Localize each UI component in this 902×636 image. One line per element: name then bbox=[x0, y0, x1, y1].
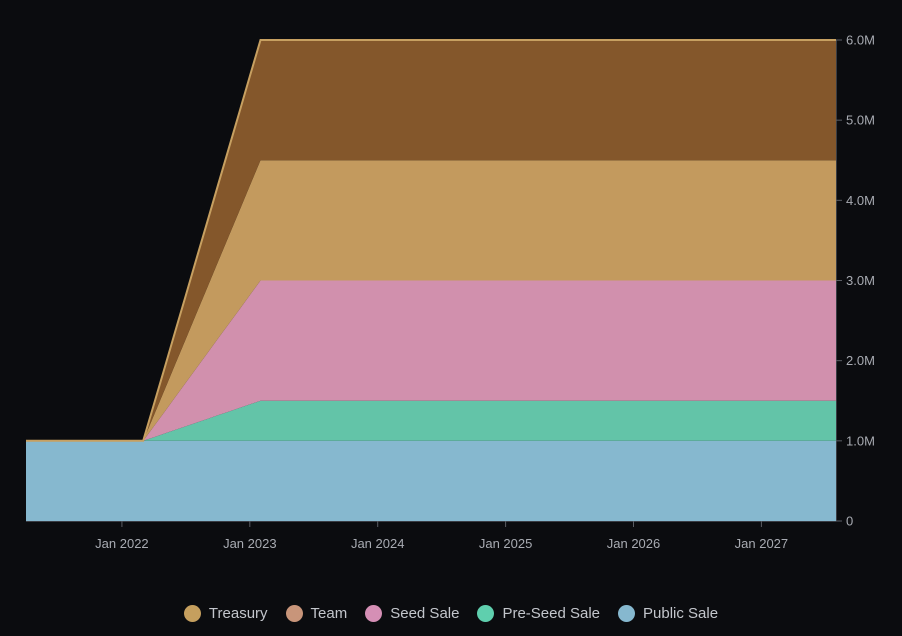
x-tick-label: Jan 2027 bbox=[735, 536, 789, 551]
legend-swatch-treasury bbox=[183, 604, 201, 622]
legend-item-pre-seed-sale[interactable]: Pre-Seed Sale bbox=[477, 604, 601, 622]
y-tick-label: 5.0M bbox=[846, 113, 875, 128]
x-axis: Jan 2022 Jan 2023 Jan 2024 Jan 2025 Jan 2026… bbox=[26, 521, 836, 551]
legend-swatch-public-sale bbox=[618, 604, 636, 622]
legend-label-public-sale: Public Sale bbox=[643, 604, 719, 622]
area-public-sale bbox=[26, 440, 836, 521]
legend-item-treasury[interactable]: Treasury bbox=[183, 604, 268, 622]
area-chart: Jan 2022 Jan 2023 Jan 2024 Jan 2025 Jan 2026… bbox=[26, 33, 875, 551]
legend-swatch-team bbox=[285, 604, 303, 622]
area-pre-seed-sale bbox=[26, 400, 836, 441]
x-tick-label: Jan 2022 bbox=[95, 536, 149, 551]
y-tick-label: 1.0M bbox=[846, 433, 875, 448]
stacked-areas bbox=[26, 39, 836, 521]
y-tick-label: 4.0M bbox=[846, 193, 875, 208]
area-team bbox=[26, 160, 836, 441]
y-tick-label: 2.0M bbox=[846, 353, 875, 368]
x-tick-label: Jan 2024 bbox=[351, 536, 405, 551]
legend-label-pre-seed-sale: Pre-Seed Sale bbox=[502, 604, 601, 622]
stack-top-outline bbox=[26, 39, 836, 442]
legend-swatch-pre-seed-sale bbox=[477, 604, 495, 622]
legend-swatch-seed-sale bbox=[365, 604, 383, 622]
legend-item-seed-sale[interactable]: Seed Sale bbox=[365, 604, 460, 622]
area-seed-sale bbox=[26, 280, 836, 441]
legend-label-team: Team bbox=[310, 604, 348, 622]
legend-item-public-sale[interactable]: Public Sale bbox=[618, 604, 719, 622]
x-tick-label: Jan 2023 bbox=[223, 536, 277, 551]
legend-label-treasury: Treasury bbox=[208, 604, 268, 622]
x-tick-label: Jan 2026 bbox=[607, 536, 661, 551]
y-axis: 0 1.0M 2.0M 3.0M 4.0M 5.0M 6.0M bbox=[836, 33, 875, 529]
y-tick-label: 6.0M bbox=[846, 33, 875, 48]
legend-item-team[interactable]: Team bbox=[285, 604, 348, 622]
legend-label-seed-sale: Seed Sale bbox=[390, 604, 460, 622]
y-tick-label: 3.0M bbox=[846, 273, 875, 288]
legend: Treasury Team Seed Sale Pre-Seed Sale Pu… bbox=[0, 600, 902, 626]
area-treasury bbox=[26, 40, 836, 441]
y-tick-label: 0 bbox=[846, 514, 853, 529]
x-tick-label: Jan 2025 bbox=[479, 536, 533, 551]
